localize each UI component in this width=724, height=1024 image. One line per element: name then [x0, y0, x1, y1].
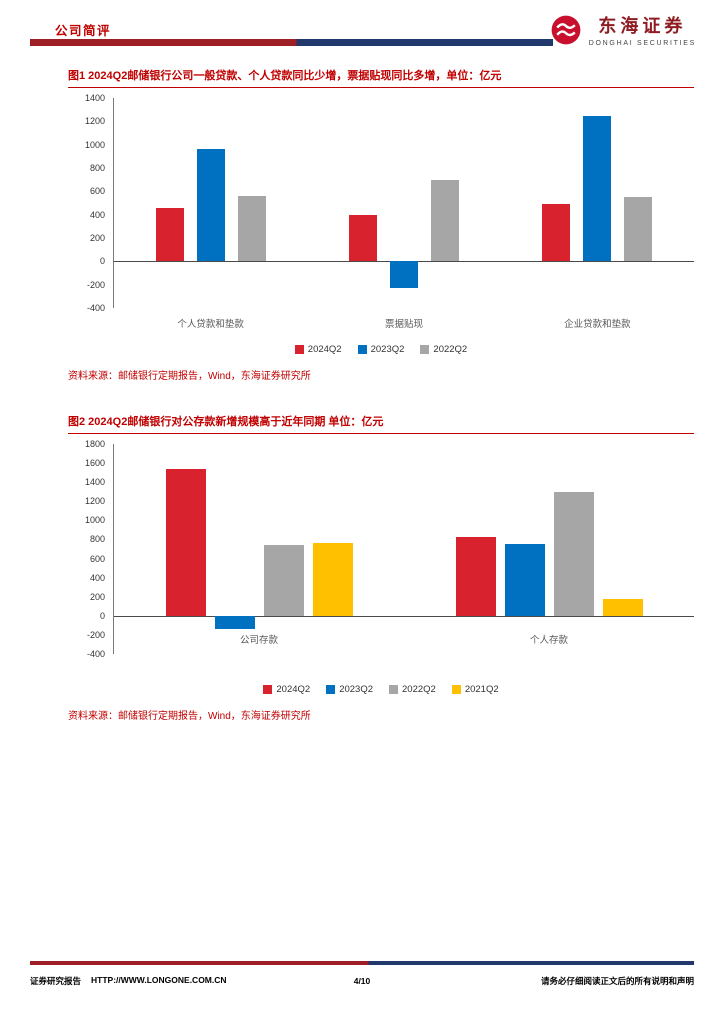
- y-axis: 1400 1200 1000 800 600 400 200 0 -200 -400: [68, 93, 113, 313]
- y-axis-tick: 1000: [84, 515, 105, 526]
- y-axis-tick: 200: [89, 233, 105, 243]
- legend-swatch: [357, 345, 367, 354]
- legend-label: 2022Q2: [402, 684, 436, 695]
- donghai-logo: 东海证券 DONGHAI SECURITIES: [550, 12, 696, 47]
- bar-2024Q2: [155, 207, 184, 262]
- y-axis-tick: 1400: [84, 477, 105, 488]
- y-axis-tick: 200: [89, 591, 105, 602]
- legend-label: 2023Q2: [339, 684, 373, 695]
- y-axis-tick: 600: [89, 186, 105, 197]
- y-axis-tick: 1000: [84, 139, 105, 150]
- bar-2023Q2: [214, 615, 255, 630]
- y-axis-tick: 1200: [84, 116, 105, 127]
- legend-item: 2021Q2: [451, 684, 499, 695]
- chart-legend: 2024Q2 2023Q2 2022Q2 2021Q2: [68, 684, 694, 695]
- source-note: 资料来源：邮储银行定期报告，Wind，东海证券研究所: [68, 371, 311, 382]
- legend-item: 2024Q2: [294, 344, 342, 355]
- y-axis-tick: 400: [89, 209, 105, 220]
- figure-1: 图1 2024Q2邮储银行公司一般贷款、个人贷款同比少增，票据贴现同比多增，单位…: [68, 70, 694, 382]
- report-type-label: 证券研究报告: [30, 976, 82, 986]
- figure-1-title: 图1 2024Q2邮储银行公司一般贷款、个人贷款同比少增，票据贴现同比多增，单位…: [68, 70, 694, 88]
- plot-area: 个人贷款和垫款 票据贴现 企业贷款和垫款: [113, 98, 694, 330]
- y-axis-tick: 1800: [84, 439, 105, 449]
- bar-2022Q2: [553, 491, 594, 616]
- legend-item: 2024Q2: [263, 684, 310, 695]
- category-label: 个人贷款和垫款: [177, 319, 244, 330]
- y-axis-tick: 1600: [84, 458, 105, 469]
- legend-swatch: [420, 345, 430, 354]
- category-label: 票据贴现: [384, 319, 424, 330]
- y-axis-tick: 800: [89, 163, 105, 173]
- bar-2023Q2: [583, 115, 612, 262]
- legend-swatch: [389, 685, 398, 694]
- legend-swatch: [451, 685, 461, 694]
- y-axis-tick: 0: [99, 610, 105, 621]
- legend-item: 2022Q2: [389, 684, 436, 695]
- category-label: 个人存款: [529, 635, 569, 646]
- legend-item: 2023Q2: [326, 684, 373, 695]
- legend-label: 2021Q2: [464, 684, 499, 695]
- footer: 证券研究报告 HTTP://WWW.LONGONE.COM.CN 4/10 请务…: [30, 975, 694, 987]
- footer-rule: [30, 961, 694, 965]
- y-axis-tick: 1200: [84, 496, 105, 507]
- y-axis-tick: 0: [99, 256, 105, 267]
- bar-2022Q2: [624, 197, 653, 262]
- website-url: HTTP://WWW.LONGONE.COM.CN: [91, 975, 227, 985]
- donghai-logo-icon: [550, 14, 582, 46]
- bar-2023Q2: [504, 544, 545, 616]
- bar-2021Q2: [602, 598, 643, 616]
- legend-label: 2023Q2: [370, 344, 405, 355]
- y-axis-tick: 1400: [84, 93, 105, 103]
- bar-2022Q2: [263, 545, 304, 616]
- chart-legend: 2024Q2 2023Q2 2022Q2: [68, 344, 694, 355]
- x-axis-zero-line: [114, 615, 694, 617]
- figure-1-chart: 1400 1200 1000 800 600 400 200 0 -200 -400 个人贷款和垫…: [68, 93, 694, 330]
- y-axis: 1800 1600 1400 1200 1000 800 600 400 200 0 -200 -40…: [68, 439, 113, 659]
- bar-2022Q2: [431, 179, 459, 262]
- plot-area: 公司存款 个人存款: [113, 444, 694, 654]
- bar-2024Q2: [165, 468, 206, 616]
- doc-type-label: 公司简评: [55, 24, 112, 38]
- y-axis-tick: -200: [86, 629, 105, 640]
- bar-2024Q2: [542, 204, 571, 262]
- legend-swatch: [326, 685, 336, 694]
- category-label: 公司存款: [239, 635, 279, 646]
- logo-name-en: DONGHAI SECURITIES: [588, 40, 696, 47]
- bar-2023Q2: [196, 149, 225, 262]
- y-axis-tick: -400: [86, 649, 105, 659]
- figure-2-title: 图2 2024Q2邮储银行对公存款新增规模高于近年同期 单位：亿元: [68, 416, 694, 434]
- page-number: 4/10: [353, 976, 371, 986]
- legend-label: 2022Q2: [433, 344, 468, 355]
- figure-2-chart: 1800 1600 1400 1200 1000 800 600 400 200 0 -200 -40…: [68, 439, 694, 659]
- y-axis-tick: -200: [86, 279, 105, 290]
- category-label: 企业贷款和垫款: [564, 319, 631, 330]
- disclaimer-note: 请务必仔细阅读正文后的所有说明和声明: [540, 976, 694, 986]
- y-axis-tick: 600: [89, 553, 105, 564]
- bar-2021Q2: [312, 543, 353, 616]
- legend-swatch: [294, 345, 304, 354]
- legend-item: 2023Q2: [357, 344, 405, 355]
- legend-label: 2024Q2: [307, 344, 342, 355]
- logo-name-cn: 东海证券: [598, 16, 687, 36]
- header-rule: [30, 39, 553, 46]
- bar-2024Q2: [349, 214, 377, 262]
- donghai-logo-text: 东海证券 DONGHAI SECURITIES: [589, 12, 696, 47]
- source-note: 资料来源：邮储银行定期报告，Wind，东海证券研究所: [68, 711, 311, 722]
- legend-item: 2022Q2: [420, 344, 467, 355]
- bar-2024Q2: [455, 536, 496, 616]
- legend-label: 2024Q2: [276, 684, 311, 695]
- legend-swatch: [263, 685, 273, 694]
- y-axis-tick: 800: [89, 534, 105, 545]
- bar-2022Q2: [237, 196, 266, 262]
- y-axis-tick: -400: [86, 303, 105, 313]
- y-axis-tick: 400: [89, 572, 105, 583]
- bar-2023Q2: [390, 261, 418, 289]
- figure-2: 图2 2024Q2邮储银行对公存款新增规模高于近年同期 单位：亿元 1800 16…: [68, 416, 694, 722]
